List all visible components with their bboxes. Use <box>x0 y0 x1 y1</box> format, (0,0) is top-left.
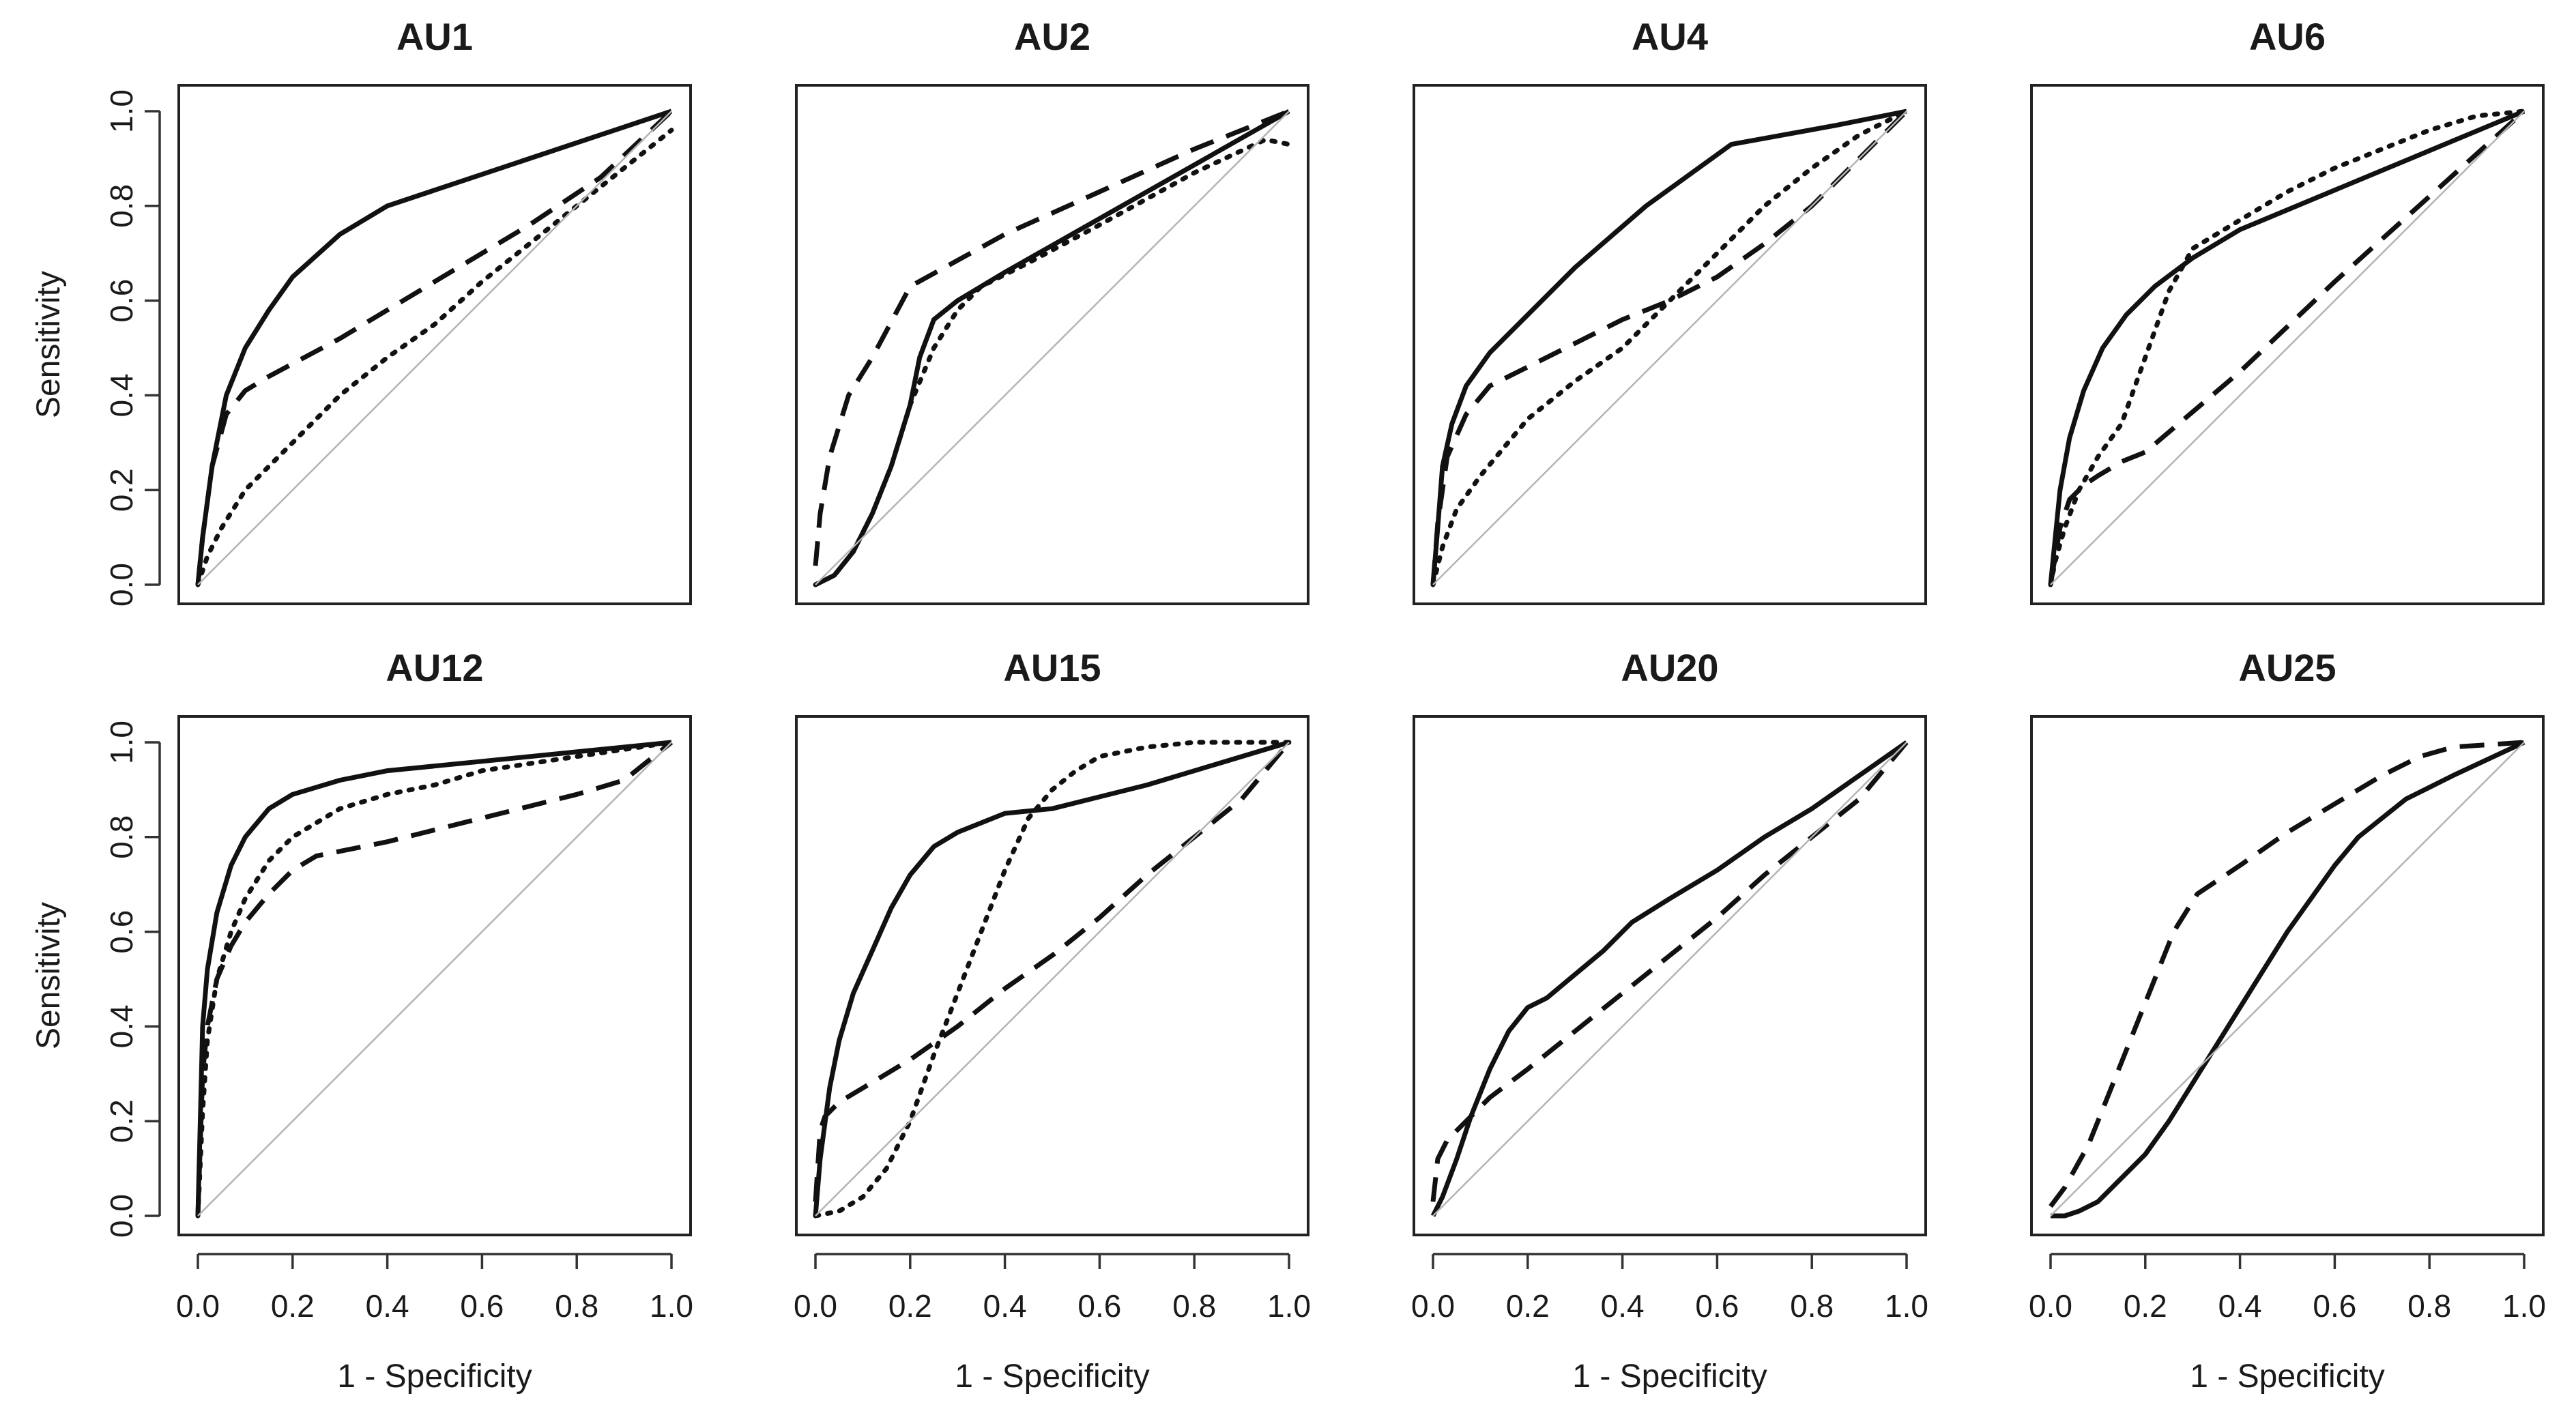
x-axis-title: 1 - Specificity <box>1572 1358 1767 1395</box>
roc-curve-dashed <box>2048 109 2526 585</box>
x-tick-label: 0.2 <box>1506 1288 1550 1324</box>
panel-au15: AU15 0.0 0.2 0.4 0.6 0.8 1.0 1 - Specificity <box>794 646 1311 1395</box>
x-tick-label: 0.8 <box>1172 1288 1216 1324</box>
x-axis-title: 1 - Specificity <box>955 1358 1149 1395</box>
plot-frame <box>795 715 1309 1236</box>
diagonal-reference-line <box>2050 111 2525 585</box>
x-tick-label: 0.4 <box>983 1288 1027 1324</box>
diagonal-reference-line <box>815 111 1290 585</box>
x-tick-label: 0.0 <box>1411 1288 1455 1324</box>
x-tick-label: 1.0 <box>1267 1288 1311 1324</box>
x-tick-label: 0.4 <box>2218 1288 2262 1324</box>
y-tick-label: 0.6 <box>104 910 139 954</box>
x-axis-title: 1 - Specificity <box>2190 1358 2384 1395</box>
panel-au20: AU20 0.0 0.2 0.4 0.6 0.8 1.0 1 - Specificity <box>1411 646 1928 1395</box>
x-tick-label: 0.0 <box>794 1288 837 1324</box>
panel-au25: AU25 0.0 0.2 0.4 0.6 0.8 1.0 1 - Specificity <box>2029 646 2546 1395</box>
diagonal-reference-line <box>197 742 672 1217</box>
x-tick-label: 0.8 <box>1790 1288 1834 1324</box>
roc-curve-dotted <box>813 740 1292 1219</box>
x-tick-label: 0.2 <box>888 1288 932 1324</box>
roc-curve-dashed <box>195 740 674 1217</box>
plot-frame <box>1413 715 1927 1236</box>
x-tick-label: 0.6 <box>1077 1288 1121 1324</box>
roc-curve-solid <box>813 740 1290 1217</box>
y-tick-label: 0.8 <box>104 184 139 228</box>
y-tick-label: 0.8 <box>104 815 139 859</box>
y-axis-title: Sensitivity <box>31 271 67 418</box>
roc-curve-dotted <box>195 740 674 1219</box>
roc-curve-solid <box>1430 740 1909 1217</box>
y-tick-label: 0.0 <box>104 563 139 607</box>
panel-au6: AU6 <box>2030 15 2545 605</box>
roc-curve-solid <box>1430 108 1907 585</box>
x-tick-label: 0.4 <box>1601 1288 1645 1324</box>
y-tick-label: 0.0 <box>104 1194 139 1238</box>
x-tick-label: 1.0 <box>650 1288 693 1324</box>
plot-frame <box>177 84 692 605</box>
roc-curve-dotted <box>1430 108 1909 587</box>
x-tick-label: 0.2 <box>2124 1288 2167 1324</box>
y-tick-label: 1.0 <box>104 721 139 764</box>
roc-curve-dotted <box>813 137 1292 587</box>
roc-curve-solid <box>195 740 672 1217</box>
panel-title: AU6 <box>2249 15 2326 58</box>
roc-curve-solid <box>2051 740 2526 1219</box>
x-axis-title: 1 - Specificity <box>337 1358 532 1395</box>
plot-frame <box>2030 84 2545 605</box>
x-tick-label: 1.0 <box>2502 1288 2546 1324</box>
panel-title: AU25 <box>2238 646 2336 689</box>
roc-curve-dashed <box>195 109 674 585</box>
x-tick-label: 0.6 <box>460 1288 504 1324</box>
panel-title: AU15 <box>1003 646 1101 689</box>
y-tick-label: 1.0 <box>104 89 139 133</box>
panel-au2: AU2 <box>795 15 1309 605</box>
x-tick-label: 0.0 <box>176 1288 220 1324</box>
roc-curve-dashed <box>1430 109 1909 585</box>
x-tick-label: 0.2 <box>271 1288 315 1324</box>
diagonal-reference-line <box>1432 111 1907 585</box>
roc-curve-dotted <box>2048 108 2527 587</box>
panel-title: AU20 <box>1621 646 1718 689</box>
y-tick-label: 0.2 <box>104 1099 139 1143</box>
x-tick-label: 1.0 <box>1885 1288 1928 1324</box>
x-tick-label: 0.8 <box>2407 1288 2451 1324</box>
diagonal-reference-line <box>815 742 1290 1217</box>
panel-au4: AU4 <box>1413 15 1927 605</box>
y-tick-label: 0.4 <box>104 373 139 417</box>
roc-curve-solid <box>2048 108 2526 585</box>
diagonal-reference-line <box>1432 742 1907 1217</box>
panel-title: AU2 <box>1014 15 1090 58</box>
x-tick-label: 0.0 <box>2029 1288 2072 1324</box>
plot-frame <box>177 715 692 1236</box>
x-tick-label: 0.4 <box>366 1288 409 1324</box>
y-tick-label: 0.2 <box>104 468 139 512</box>
panel-title: AU1 <box>396 15 473 58</box>
panel-au12: AU12 0.0 0.2 0.4 0.6 0.8 1.0 Sensitivity 0.0 0.2 0… <box>31 646 693 1395</box>
x-tick-label: 0.6 <box>1695 1288 1739 1324</box>
plot-frame <box>795 84 1309 605</box>
plot-frame <box>2030 715 2545 1236</box>
panel-au1: AU1 0.0 0.2 0.4 0.6 0.8 1.0 Sensitivity <box>31 15 692 607</box>
x-tick-label: 0.8 <box>555 1288 598 1324</box>
y-tick-label: 0.6 <box>104 279 139 323</box>
roc-curve-dashed <box>813 108 1290 566</box>
diagonal-reference-line <box>2050 742 2525 1217</box>
panel-title: AU4 <box>1632 15 1708 58</box>
x-tick-label: 0.6 <box>2313 1288 2356 1324</box>
roc-curve-dashed <box>2049 740 2525 1208</box>
diagonal-reference-line <box>197 111 672 585</box>
roc-curve-dashed <box>813 740 1291 1202</box>
plot-frame <box>1413 84 1927 605</box>
y-tick-label: 0.4 <box>104 1004 139 1048</box>
y-axis-title: Sensitivity <box>31 902 67 1049</box>
panel-title: AU12 <box>386 646 483 689</box>
